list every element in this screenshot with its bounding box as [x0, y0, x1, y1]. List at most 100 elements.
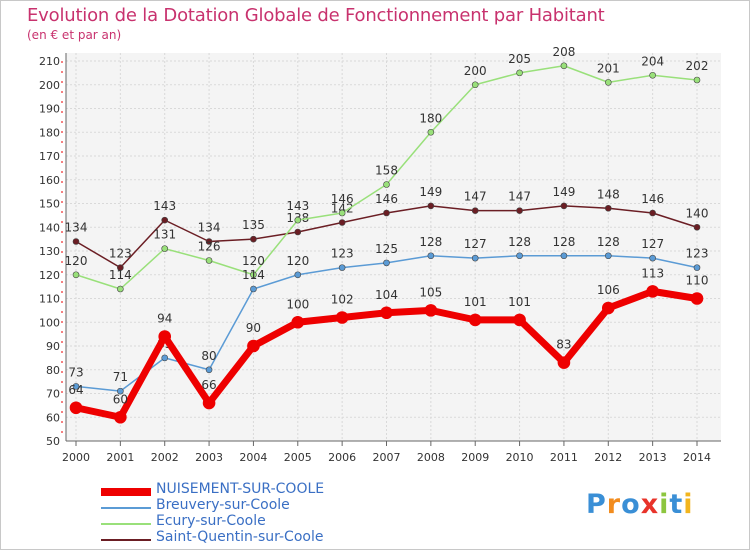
- data-point: [161, 354, 169, 362]
- data-point: [560, 202, 568, 210]
- x-tick-label: 2013: [639, 451, 667, 464]
- data-point: [250, 235, 257, 243]
- y-tick-label: 60: [46, 411, 60, 424]
- proxiti-logo: Proxiti: [586, 489, 694, 520]
- data-point: [649, 254, 656, 262]
- x-tick-label: 2002: [151, 451, 179, 464]
- data-point: [294, 228, 302, 236]
- data-label: 94: [157, 312, 172, 326]
- data-point: [604, 252, 612, 260]
- logo-letter: o: [621, 489, 641, 520]
- data-point: [161, 216, 169, 224]
- data-label: 140: [686, 206, 709, 220]
- data-point: [205, 257, 213, 264]
- data-point: [560, 62, 568, 70]
- legend-label: Breuvery-sur-Coole: [156, 497, 290, 513]
- x-tick-label: 2009: [461, 451, 489, 464]
- data-point: [117, 387, 124, 395]
- data-label: 143: [153, 199, 176, 213]
- data-point: [516, 69, 523, 77]
- data-label: 110: [686, 274, 709, 288]
- x-tick-label: 2011: [550, 451, 578, 464]
- data-point: [560, 252, 568, 260]
- x-tick-label: 2010: [506, 451, 534, 464]
- data-label: 123: [331, 247, 354, 261]
- data-label: 180: [419, 111, 442, 125]
- data-point: [557, 356, 571, 369]
- data-point: [513, 313, 526, 327]
- y-tick-label: 120: [39, 269, 60, 282]
- chart-title: Evolution de la Dotation Globale de Fonc…: [27, 5, 605, 26]
- data-point: [690, 292, 704, 305]
- data-label: 126: [198, 240, 221, 254]
- data-point: [250, 285, 257, 293]
- data-point: [72, 383, 80, 390]
- data-label: 114: [242, 268, 265, 282]
- data-point: [424, 304, 438, 317]
- data-label: 120: [65, 254, 88, 268]
- data-label: 105: [419, 285, 442, 299]
- data-point: [383, 259, 390, 267]
- data-point: [72, 271, 80, 279]
- data-label: 60: [113, 392, 128, 406]
- data-point: [427, 202, 435, 210]
- x-tick-label: 2012: [594, 451, 622, 464]
- data-label: 83: [556, 338, 571, 352]
- data-label: 73: [68, 365, 83, 379]
- data-label: 147: [508, 190, 531, 204]
- x-tick-label: 2004: [239, 451, 267, 464]
- data-point: [247, 339, 260, 353]
- data-label: 120: [286, 254, 309, 268]
- data-label: 147: [464, 190, 487, 204]
- data-label: 127: [641, 237, 664, 251]
- logo-letter: i: [683, 489, 694, 520]
- data-label: 123: [686, 247, 709, 261]
- data-point: [516, 207, 523, 214]
- data-label: 158: [375, 164, 398, 178]
- data-point: [202, 396, 216, 410]
- data-point: [380, 306, 393, 320]
- x-tick-label: 2014: [683, 451, 711, 464]
- data-point: [471, 81, 479, 89]
- data-point: [205, 366, 213, 374]
- legend-swatch: [101, 539, 151, 541]
- legend-swatch: [101, 488, 151, 496]
- data-label: 142: [331, 202, 354, 216]
- data-point: [383, 181, 390, 188]
- y-tick-label: 50: [46, 435, 60, 448]
- data-label: 125: [375, 242, 398, 256]
- data-label: 146: [375, 192, 398, 206]
- data-point: [471, 254, 479, 262]
- data-label: 148: [597, 187, 620, 201]
- x-tick-label: 2006: [328, 451, 356, 464]
- data-label: 71: [113, 370, 128, 384]
- y-tick-label: 110: [39, 293, 60, 306]
- data-label: 134: [198, 221, 221, 235]
- data-point: [117, 285, 124, 293]
- data-label: 202: [686, 59, 709, 73]
- data-point: [604, 204, 612, 212]
- data-point: [471, 207, 479, 214]
- legend-item: Ecury-sur-Coole: [101, 513, 461, 531]
- logo-letter: t: [669, 489, 684, 520]
- legend-label: Ecury-sur-Coole: [156, 513, 266, 529]
- data-point: [69, 401, 83, 415]
- data-label: 204: [641, 54, 664, 68]
- x-tick-label: 2007: [373, 451, 401, 464]
- x-tick-label: 2005: [284, 451, 312, 464]
- data-label: 100: [286, 297, 309, 311]
- data-label: 149: [552, 185, 575, 199]
- data-label: 201: [597, 61, 620, 75]
- y-tick-label: 70: [46, 388, 60, 401]
- data-point: [649, 71, 656, 79]
- x-tick-label: 2001: [106, 451, 134, 464]
- data-label: 114: [109, 268, 132, 282]
- legend-item: Saint-Quentin-sur-Coole: [101, 529, 461, 547]
- data-label: 128: [552, 235, 575, 249]
- data-point: [601, 301, 615, 315]
- data-label: 146: [331, 192, 354, 206]
- y-tick-label: 170: [39, 150, 60, 163]
- data-label: 128: [508, 235, 531, 249]
- data-label: 102: [331, 293, 354, 307]
- y-tick-label: 140: [39, 221, 60, 234]
